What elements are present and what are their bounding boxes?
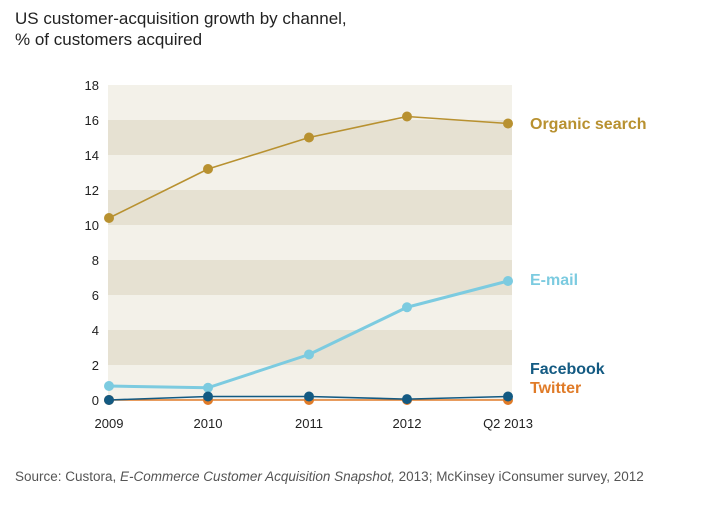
data-point bbox=[503, 276, 513, 286]
background-band bbox=[108, 225, 512, 260]
data-point bbox=[203, 164, 213, 174]
data-point bbox=[304, 132, 314, 143]
source-suffix: 2013; McKinsey iConsumer survey, 2012 bbox=[394, 469, 644, 484]
source-prefix: Source: Custora, bbox=[15, 469, 121, 484]
series-label: Facebook bbox=[530, 361, 605, 378]
data-point bbox=[402, 111, 412, 122]
source-note: Source: Custora, E-Commerce Customer Acq… bbox=[15, 468, 675, 486]
background-band bbox=[108, 330, 512, 365]
chart-title-line-2: % of customers acquired bbox=[15, 30, 203, 49]
y-tick-label: 6 bbox=[92, 288, 99, 303]
series-label: Organic search bbox=[530, 116, 647, 133]
chart-title-line-1: US customer-acquisition growth by channe… bbox=[15, 9, 347, 28]
x-tick-label: 2009 bbox=[95, 416, 124, 431]
data-point bbox=[104, 395, 114, 405]
x-tick-label: 2011 bbox=[295, 416, 323, 431]
y-tick-label: 0 bbox=[92, 393, 99, 408]
data-point bbox=[203, 382, 213, 393]
y-tick-label: 8 bbox=[92, 253, 99, 268]
x-tick-label: 2010 bbox=[194, 416, 223, 431]
series-label: E-mail bbox=[530, 272, 578, 289]
data-point bbox=[402, 394, 412, 405]
y-tick-label: 10 bbox=[85, 218, 99, 233]
background-band bbox=[108, 260, 512, 295]
chart-title: US customer-acquisition growth by channe… bbox=[15, 8, 475, 50]
data-point bbox=[104, 381, 114, 391]
data-point bbox=[304, 391, 314, 402]
data-point bbox=[503, 391, 513, 402]
x-tick-label: Q2 2013 bbox=[483, 416, 533, 431]
series-label: Twitter bbox=[530, 380, 581, 397]
y-tick-label: 16 bbox=[85, 113, 99, 128]
data-point bbox=[304, 349, 314, 360]
y-tick-label: 12 bbox=[85, 183, 99, 198]
data-point bbox=[104, 213, 114, 223]
background-band bbox=[108, 190, 512, 225]
source-title: E-Commerce Customer Acquisition Snapshot… bbox=[120, 469, 395, 484]
y-tick-label: 18 bbox=[85, 78, 99, 93]
data-point bbox=[503, 118, 513, 129]
background-band bbox=[108, 85, 512, 120]
background-band bbox=[108, 295, 512, 330]
data-point bbox=[203, 391, 213, 402]
data-point bbox=[402, 302, 412, 313]
background-band bbox=[108, 155, 512, 190]
x-tick-label: 2012 bbox=[393, 416, 422, 431]
y-tick-label: 14 bbox=[85, 148, 99, 163]
y-tick-label: 2 bbox=[92, 358, 99, 373]
y-tick-label: 4 bbox=[92, 323, 99, 338]
